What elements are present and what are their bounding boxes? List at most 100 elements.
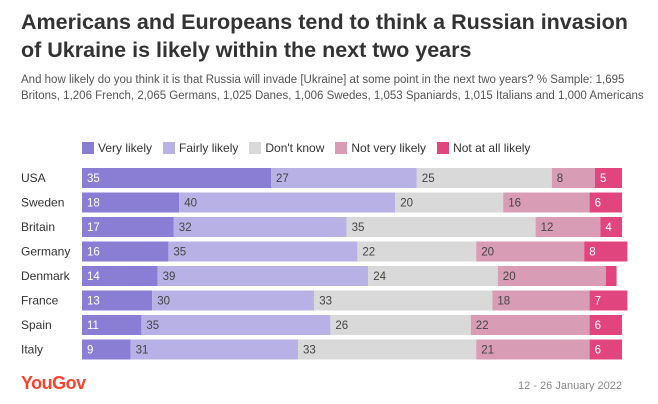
survey-date: 12 - 26 January 2022: [518, 380, 622, 392]
value-label: 33: [303, 345, 316, 357]
bar-segment: [476, 339, 590, 360]
legend-swatch: [335, 142, 348, 154]
bar-segment: [589, 315, 622, 335]
bar-segment: [395, 192, 504, 213]
chart-title: Americans and Europeans tend to think a …: [21, 10, 628, 62]
bar-segment: [298, 339, 477, 360]
value-label: 6: [595, 320, 601, 332]
value-label: 14: [87, 271, 100, 283]
value-label: 24: [373, 271, 386, 283]
bar-segment: [535, 217, 601, 237]
bar-segment: [82, 168, 271, 188]
value-label: 33: [319, 296, 332, 308]
legend-item-2: Don't know: [249, 141, 324, 155]
bar-segment: [179, 192, 396, 213]
value-label: 18: [87, 198, 100, 210]
legend-label: Don't know: [265, 141, 325, 155]
bar-segment: [330, 315, 471, 335]
yougov-logo: YouGov: [21, 373, 86, 393]
legend-swatch: [437, 142, 450, 154]
legend-swatch: [163, 142, 176, 154]
bar-segment: [157, 266, 369, 286]
legend-label: Not at all likely: [453, 141, 531, 155]
bar-segment: [168, 241, 358, 262]
value-label: 5: [600, 173, 606, 185]
value-label: 6: [595, 198, 601, 210]
bar-segment: [595, 168, 622, 188]
legend-item-0: Very likely: [82, 141, 152, 155]
value-label: 9: [87, 345, 93, 357]
value-label: 7: [595, 296, 601, 308]
value-label: 8: [589, 247, 595, 259]
value-label: 35: [87, 173, 100, 185]
value-label: 21: [481, 345, 494, 357]
bar-segment: [470, 315, 590, 335]
value-label: 22: [476, 320, 489, 332]
bar-segment: [130, 339, 298, 360]
value-label: 39: [163, 271, 176, 283]
category-label: Sweden: [21, 196, 64, 210]
bar-segment: [357, 241, 477, 262]
bar-segment: [82, 339, 131, 360]
value-label: 16: [87, 247, 100, 259]
bar-segment: [368, 266, 498, 286]
category-label: Britain: [21, 220, 55, 234]
value-label: 27: [276, 173, 289, 185]
stacked-bar-chart: USA 35 27 25 8 5 Sweden 18 40 20 16 6 Britain 17 32 35 1…: [21, 168, 628, 360]
legend-label: Fairly likely: [179, 141, 239, 155]
value-label: 18: [497, 296, 510, 308]
value-label: 6: [595, 345, 601, 357]
bar-segment: [492, 290, 590, 311]
value-label: 20: [481, 247, 494, 259]
value-label: 8: [557, 173, 563, 185]
category-label: Italy: [21, 343, 43, 357]
bar-segment: [605, 266, 617, 286]
bar-segment: [152, 290, 315, 311]
bar-segment: [82, 266, 158, 286]
bar-segment: [82, 217, 174, 237]
legend-label: Not very likely: [351, 141, 427, 155]
value-label: 17: [87, 222, 100, 234]
bar-segment: [600, 217, 622, 237]
value-label: 32: [179, 222, 192, 234]
category-label: France: [21, 294, 59, 308]
legend-swatch: [82, 142, 94, 154]
bar-segment: [141, 315, 331, 335]
legend: Very likely Fairly likely Don't know Not ve…: [82, 140, 541, 156]
category-label: Germany: [21, 245, 70, 259]
bar-segment: [82, 290, 153, 311]
bar-segment: [589, 192, 622, 213]
bar-segment: [589, 290, 628, 311]
category-label: Denmark: [21, 269, 71, 283]
bar-segment: [416, 168, 552, 188]
value-label: 31: [136, 345, 149, 357]
bar-segment: [503, 192, 590, 213]
bar-segment: [589, 339, 622, 360]
value-label: 30: [157, 296, 170, 308]
bar-segment: [584, 241, 628, 262]
legend-item-4: Not at all likely: [437, 141, 530, 155]
bar-segment: [82, 192, 180, 213]
bar-segment: [551, 168, 595, 188]
bar-segment: [497, 266, 606, 286]
chart-subtitle: And how likely do you think it is that R…: [21, 74, 644, 102]
bar-segment: [314, 290, 493, 311]
value-label: 35: [146, 320, 159, 332]
value-label: 40: [184, 198, 197, 210]
category-label: USA: [21, 171, 46, 185]
value-label: 16: [508, 198, 521, 210]
value-label: 20: [400, 198, 413, 210]
value-label: 35: [352, 222, 365, 234]
value-label: 11: [87, 320, 99, 332]
category-label: Spain: [21, 318, 52, 332]
legend-swatch: [249, 142, 262, 154]
value-label: 25: [422, 173, 435, 185]
bar-segment: [82, 241, 169, 262]
bar-segment: [82, 315, 142, 335]
value-label: 22: [362, 247, 375, 259]
value-label: 13: [87, 296, 100, 308]
bar-segment: [346, 217, 536, 237]
value-label: 20: [503, 271, 516, 283]
bar-segment: [271, 168, 417, 188]
legend-label: Very likely: [98, 141, 153, 155]
